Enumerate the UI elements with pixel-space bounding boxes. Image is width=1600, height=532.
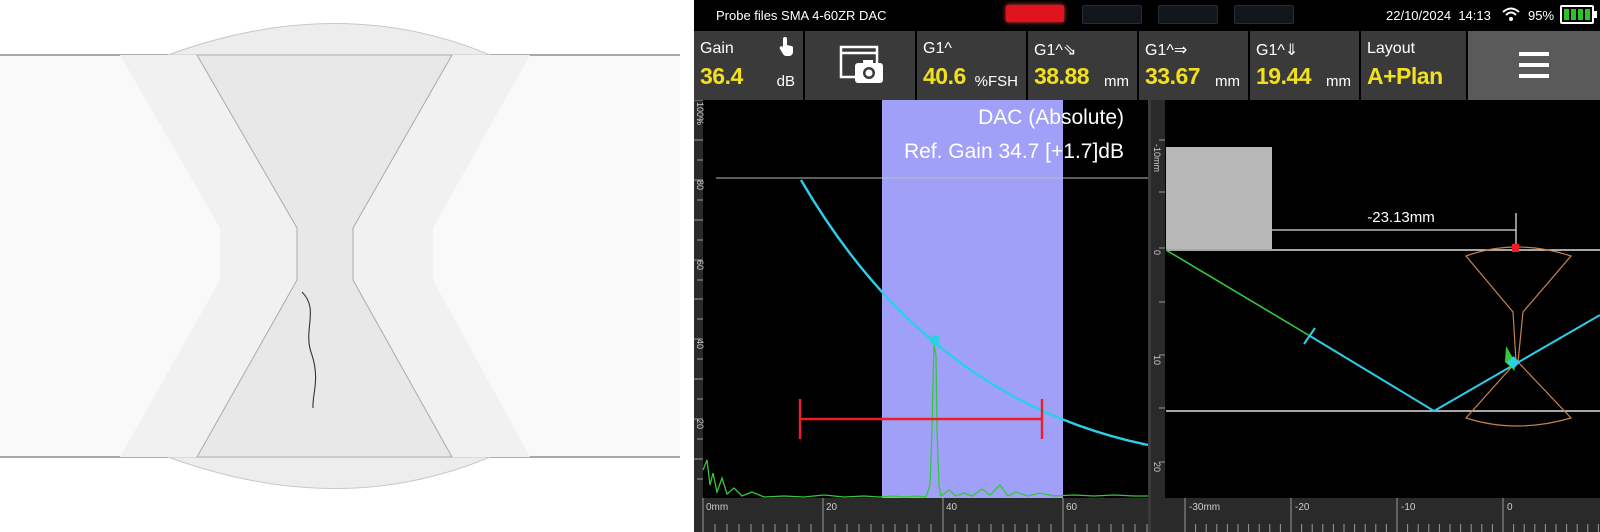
hamburger-menu-icon (1519, 52, 1549, 78)
weld-cross-section-diagram (0, 0, 680, 532)
layout-label: Layout (1367, 40, 1416, 57)
plan-y-axis-ticks: -10mm 0 10 20 (1152, 144, 1162, 472)
gate-alarm-indicator-3 (1158, 5, 1218, 24)
probe-file-title: Probe files SMA 4-60ZR DAC (716, 8, 887, 23)
screenshot-icon (839, 45, 883, 83)
dac-curve (799, 179, 1148, 447)
readout-bar: Gain 36.4 dB G1^ 40.6 %FSH G1^⇘ 38.88 (694, 31, 1600, 100)
skip-marker (1303, 327, 1316, 345)
plan-x-axis-ticks: -30mm -20 -10 0 (1184, 498, 1513, 532)
date-time: 22/10/2024 14:13 (1386, 8, 1491, 23)
dac-point[interactable] (930, 335, 940, 345)
plan-y-tick-label: -10mm (1152, 144, 1162, 172)
x-tick-label: 20 (826, 502, 838, 513)
x-tick-label: 40 (946, 502, 958, 513)
time: 14:13 (1458, 8, 1491, 23)
g1-amplitude-value: 40.6 (923, 63, 966, 89)
g1-surface-distance-value: 33.67 (1145, 63, 1201, 89)
layout-selector[interactable]: Layout A+Plan (1361, 31, 1466, 100)
gate-alarm-indicator-1 (1006, 5, 1064, 22)
plan-x-tick-label: 0 (1507, 502, 1513, 513)
weld-cap (167, 23, 491, 56)
touch-lock-icon (779, 37, 793, 56)
plan-view[interactable]: -10mm 0 10 20 -23.13mm -30mm -20 -10 0 (1148, 100, 1600, 532)
g1-surface-distance-readout[interactable]: G1^⇒ 33.67 mm (1139, 31, 1248, 100)
dac-mode-label: DAC (Absolute) (978, 106, 1124, 129)
g1-amplitude-readout[interactable]: G1^ 40.6 %FSH (917, 31, 1026, 100)
plan-y-tick-label: 0 (1152, 250, 1162, 255)
plan-x-tick-label: -30mm (1189, 502, 1220, 513)
menu-button[interactable] (1468, 31, 1600, 100)
g1-soundpath-label: G1^⇘ (1034, 42, 1077, 59)
gate-alarm-indicator-4 (1234, 5, 1294, 24)
x-axis-tick-marks (702, 524, 1148, 532)
crack-defect (301, 291, 317, 409)
probe-block (1166, 147, 1272, 249)
beam-first-leg (1309, 335, 1435, 412)
date: 22/10/2024 (1386, 8, 1452, 23)
screenshot-button[interactable] (805, 31, 915, 100)
battery-percent: 95% (1528, 8, 1555, 23)
g1-depth-readout[interactable]: G1^⇓ 19.44 mm (1250, 31, 1359, 100)
plan-y-tick-label: 10 (1152, 355, 1162, 365)
g1-surface-distance-label: G1^⇒ (1145, 42, 1188, 59)
g1-depth-unit: mm (1326, 73, 1351, 90)
g1-depth-value: 19.44 (1256, 63, 1312, 89)
x-axis-ruler (694, 498, 1148, 532)
a-scan-view[interactable]: 100% 80 60 40 20 DAC (Absolute) Ref. Gain 34… (694, 100, 1148, 532)
gate-region[interactable] (882, 100, 1063, 498)
g1-soundpath-readout[interactable]: G1^⇘ 38.88 mm (1028, 31, 1137, 100)
layout-value: A+Plan (1367, 63, 1443, 89)
index-point-marker (1512, 244, 1519, 252)
reference-gain-label: Ref. Gain 34.7 [+1.7]dB (904, 140, 1124, 163)
gain-label: Gain (700, 40, 734, 57)
x-tick-label: 60 (1066, 502, 1078, 513)
gate-alarm-indicator-2 (1082, 5, 1142, 24)
g1-surface-distance-unit: mm (1215, 73, 1240, 90)
g1-amplitude-label: G1^ (923, 40, 952, 57)
g1-soundpath-unit: mm (1104, 73, 1129, 90)
gain-readout[interactable]: Gain 36.4 dB (694, 31, 803, 100)
distance-label: -23.13mm (1367, 209, 1435, 226)
gain-unit: dB (776, 73, 795, 90)
g1-amplitude-unit: %FSH (974, 73, 1018, 90)
a-scan-signal (702, 344, 1148, 498)
x-axis-ticks: 0mm 20 40 60 (702, 498, 1078, 532)
weld-metal (196, 54, 453, 458)
plan-y-axis-ruler (1151, 100, 1165, 498)
plan-y-tick-label: 20 (1152, 462, 1162, 472)
y-axis-ticks: 100% 80 60 40 20 (695, 102, 705, 429)
plan-x-tick-label: -20 (1295, 502, 1310, 513)
plan-y-axis-tick-marks (1159, 139, 1165, 463)
weld-root (167, 456, 491, 489)
gain-value: 36.4 (700, 63, 743, 89)
y-tick-label: 80 (695, 180, 705, 190)
y-axis-tick-marks (694, 100, 703, 480)
y-tick-label: 20 (695, 419, 705, 429)
y-tick-label: 40 (695, 339, 705, 349)
beam-near-leg-highlight (1165, 249, 1311, 337)
g1-depth-label: G1^⇓ (1256, 42, 1299, 59)
x-tick-label: 0mm (706, 502, 728, 513)
wifi-icon (1502, 7, 1520, 21)
y-tick-label: 60 (695, 260, 705, 270)
flaw-detector-screen: Probe files SMA 4-60ZR DAC 22/10/2024 14… (694, 0, 1600, 532)
status-bar: Probe files SMA 4-60ZR DAC 22/10/2024 14… (694, 0, 1600, 31)
weld-outline (1464, 246, 1573, 427)
plan-x-axis-tick-marks (1184, 524, 1599, 532)
g1-soundpath-value: 38.88 (1034, 63, 1090, 89)
y-tick-label: 100% (695, 102, 705, 125)
plan-x-tick-label: -10 (1401, 502, 1416, 513)
battery-icon (1560, 5, 1597, 24)
